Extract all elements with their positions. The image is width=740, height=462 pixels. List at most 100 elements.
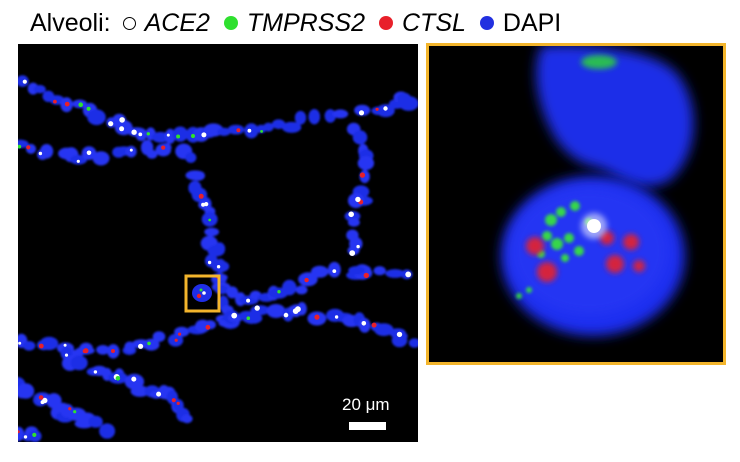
dapi-nucleus [92, 151, 110, 166]
ctsl-spot [359, 172, 366, 178]
ace2-spot [207, 260, 212, 265]
tmprss2-spot [147, 341, 151, 346]
ace2-spot [358, 110, 365, 116]
dapi-nucleus [39, 336, 59, 351]
dapi-nucleus [217, 127, 231, 136]
ace2-spot [216, 265, 221, 269]
tmprss2-spot [146, 132, 150, 136]
green-dot-marker-icon [223, 16, 238, 30]
ace2-spot [131, 376, 137, 382]
dapi-nucleus [295, 285, 308, 295]
ctsl-spot [38, 343, 44, 349]
ace2-spot [334, 315, 339, 319]
dapi-nucleus [130, 385, 150, 397]
ctsl-spot [64, 101, 70, 107]
dapi-nucleus [398, 96, 418, 111]
tmprss2-spot [86, 106, 91, 111]
tmprss2-spot [246, 316, 251, 321]
dapi-nucleus [70, 154, 88, 165]
dapi-nucleus [332, 109, 349, 119]
dapi-nucleus [70, 355, 88, 371]
dapi-nucleus [282, 279, 297, 296]
tmprss2-spot [208, 218, 212, 222]
ace2-spot [231, 312, 238, 319]
ctsl-spot [174, 338, 178, 342]
open-circle-marker-icon [122, 16, 136, 30]
ace2-spot [131, 129, 137, 135]
scale-bar [349, 422, 386, 430]
ace2-spot [204, 202, 209, 207]
dapi-nucleus [271, 119, 286, 130]
dapi-nucleus [348, 266, 365, 275]
scale-bar-label: 20 μm [342, 395, 390, 414]
tmprss2-spot [32, 432, 37, 437]
dapi-nucleus [204, 227, 220, 237]
dapi-nucleus [227, 124, 245, 135]
ace2-spot [283, 312, 289, 318]
ace2-spot [201, 202, 206, 207]
tmprss2-spot [176, 134, 181, 139]
ctsl-spot [236, 128, 241, 133]
ace2-spot [348, 211, 355, 218]
dapi-nucleus [174, 326, 190, 337]
dapi-nucleus [374, 323, 394, 336]
ace2-spot [76, 159, 80, 163]
ace2-spot [396, 331, 403, 338]
dapi-nucleus [310, 265, 329, 278]
zoomed-cell-image [501, 46, 694, 336]
tmprss2-spot [18, 144, 22, 149]
dapi-nucleus [34, 85, 46, 94]
dapi-nucleus [185, 152, 197, 163]
dapi-nucleus [99, 423, 116, 439]
ace2-spot [42, 397, 48, 404]
dapi-nucleus [87, 109, 106, 126]
dapi-nucleus [226, 286, 239, 299]
zoomed-cell-inset [426, 43, 726, 365]
dapi-nucleus [191, 170, 206, 181]
dapi-nucleus [40, 144, 54, 159]
inset-cell-signal [192, 284, 212, 302]
ace2-spot [156, 391, 162, 397]
ctsl-spot [314, 314, 320, 320]
inset-cell-signal [199, 288, 203, 292]
legend-label-dapi: DAPI [502, 8, 562, 37]
tmprss2-spot [190, 133, 196, 139]
dapi-nucleus [214, 242, 226, 256]
ctsl-spot [82, 349, 87, 354]
tmprss2-spot [260, 130, 263, 133]
inset-region-marker [184, 274, 221, 313]
legend-label-ace2: ACE2 [144, 8, 210, 37]
ace2-spot [18, 341, 22, 345]
dapi-nucleus [263, 122, 274, 132]
ctsl-spot [205, 324, 211, 330]
inset-cell-signal [196, 293, 202, 299]
legend-title: Alveoli: [30, 8, 111, 37]
dapi-nucleus [373, 266, 386, 276]
ctsl-spot [171, 398, 176, 403]
dapi-nucleus [296, 302, 307, 316]
dapi-nucleus [124, 373, 145, 390]
tmprss2-spot [78, 102, 83, 107]
ace2-spot [63, 343, 67, 347]
tmprss2-spot [73, 410, 77, 414]
ace2-spot [138, 132, 143, 137]
ctsl-spot [375, 107, 379, 111]
ctsl-spot [363, 272, 369, 279]
ace2-spot [295, 306, 301, 313]
ace2-spot [64, 353, 69, 357]
ace2-spot [38, 151, 43, 156]
ace2-spot [129, 148, 133, 152]
blue-dot-marker-icon [479, 16, 494, 30]
ctsl-spot [53, 99, 57, 104]
dapi-nucleus [308, 109, 321, 125]
dapi-nucleus [181, 414, 193, 424]
ctsl-spot [176, 401, 180, 405]
ctsl-spot [18, 430, 20, 434]
dapi-nucleus [88, 415, 103, 428]
legend-label-ctsl: CTSL [402, 8, 466, 37]
dapi-nucleus [125, 145, 137, 158]
dapi-nucleus [22, 341, 36, 351]
ace2-spot [355, 196, 361, 203]
ace2-spot [22, 79, 27, 84]
ctsl-spot [178, 332, 182, 336]
